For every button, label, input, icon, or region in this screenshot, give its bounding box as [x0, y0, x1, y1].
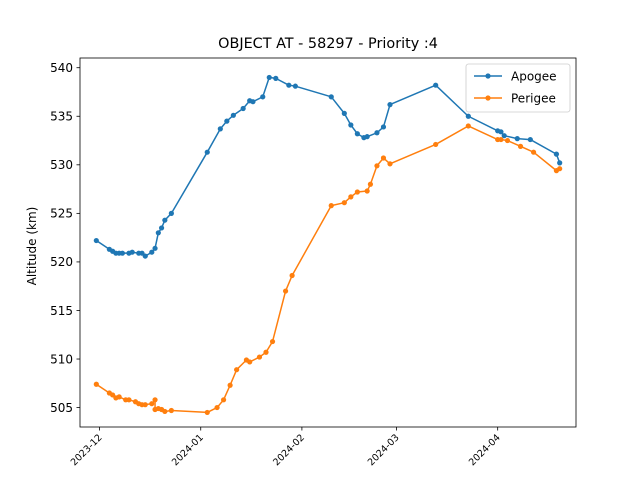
perigee-point	[341, 200, 347, 206]
apogee-point	[354, 131, 360, 137]
apogee-point	[328, 94, 334, 100]
apogee-point	[266, 74, 272, 81]
perigee-point	[247, 359, 253, 365]
perigee-point	[289, 272, 295, 279]
perigee-point	[364, 188, 370, 194]
y-tick-label: 535	[50, 110, 73, 124]
apogee-point	[514, 136, 520, 142]
apogee-point	[142, 253, 148, 259]
apogee-point	[129, 249, 135, 255]
perigee-point	[380, 155, 387, 161]
apogee-point	[155, 230, 161, 236]
x-tick-label: 2024-02	[271, 432, 307, 468]
perigee-point	[367, 181, 374, 187]
chart-title: OBJECT AT - 58297 - Priority :4	[218, 36, 438, 52]
apogee-point	[433, 82, 439, 88]
apogee-point	[553, 151, 560, 157]
apogee-point	[501, 133, 507, 139]
perigee-point	[93, 381, 99, 387]
y-axis-label: Altitude (km)	[25, 207, 39, 286]
apogee-point	[224, 118, 230, 124]
perigee-point	[504, 137, 511, 144]
apogee-point	[557, 160, 563, 166]
perigee-point	[374, 163, 380, 169]
apogee-point	[149, 249, 155, 255]
perigee-point	[204, 409, 210, 416]
perigee-point	[126, 397, 132, 403]
apogee-point	[465, 113, 471, 119]
perigee-point	[162, 408, 168, 415]
axes: 505 510 515 520 525 530 535 540 2023-12 2024-01 20…	[50, 57, 577, 468]
perigee-point	[149, 401, 155, 407]
perigee-point	[269, 338, 276, 345]
perigee-point	[557, 166, 563, 172]
y-tick-label: 515	[50, 304, 73, 318]
perigee-point	[387, 161, 393, 167]
apogee-point	[527, 136, 533, 143]
perigee-series-line	[95, 125, 561, 414]
perigee-point	[168, 407, 174, 414]
apogee-point	[387, 102, 393, 108]
y-tick-label: 520	[50, 255, 73, 269]
legend-marker-perigee	[485, 95, 491, 101]
apogee-point	[217, 126, 223, 132]
apogee-point	[152, 245, 158, 251]
y-tick-label: 525	[50, 207, 73, 221]
apogee-point	[380, 124, 387, 130]
y-tick-label: 505	[50, 401, 73, 415]
perigee-point	[465, 123, 471, 129]
apogee-point	[364, 134, 370, 140]
perigee-point	[433, 141, 439, 148]
apogee-point	[341, 110, 347, 116]
perigee-point	[498, 136, 504, 143]
perigee-point	[227, 382, 233, 388]
perigee-point	[256, 354, 263, 360]
x-tick-label: 2024-03	[366, 432, 402, 468]
perigee-point	[282, 288, 289, 294]
plot-area	[93, 74, 563, 416]
y-tick-label: 510	[50, 352, 73, 366]
perigee-point	[152, 397, 158, 403]
perigee-point	[220, 397, 227, 403]
legend-label-apogee: Apogee	[511, 69, 557, 83]
apogee-point	[286, 82, 292, 88]
apogee-point	[230, 112, 236, 118]
apogee-point	[93, 237, 99, 244]
legend-marker-apogee	[485, 73, 491, 79]
apogee-point	[240, 105, 246, 112]
x-tick-label: 2024-04	[467, 432, 503, 468]
apogee-point	[374, 130, 380, 136]
apogee-point	[158, 225, 165, 231]
perigee-point	[354, 189, 360, 195]
apogee-point	[260, 94, 266, 100]
apogee-point	[204, 149, 210, 155]
perigee-point	[328, 203, 334, 209]
perigee-point	[214, 404, 220, 411]
y-tick-label: 530	[50, 158, 73, 172]
y-tick-label: 540	[50, 61, 73, 75]
apogee-point	[250, 99, 256, 105]
x-tick-label: 2024-01	[170, 432, 206, 468]
legend-label-perigee: Perigee	[511, 91, 556, 105]
apogee-point	[273, 75, 279, 81]
legend: Apogee Perigee	[465, 63, 571, 113]
apogee-point	[168, 210, 174, 216]
perigee-point	[263, 349, 269, 355]
perigee-point	[142, 402, 148, 408]
apogee-point	[348, 122, 354, 128]
apogee-point	[119, 250, 126, 256]
plot-frame	[79, 57, 577, 428]
apogee-point	[162, 217, 168, 223]
perigee-point	[116, 394, 122, 400]
perigee-point	[517, 143, 524, 149]
apogee-point	[292, 83, 298, 89]
perigee-point	[530, 149, 537, 155]
perigee-point	[234, 367, 240, 373]
x-tick-label: 2023-12	[69, 432, 105, 468]
perigee-point	[348, 194, 354, 200]
apogee-point	[498, 129, 504, 135]
